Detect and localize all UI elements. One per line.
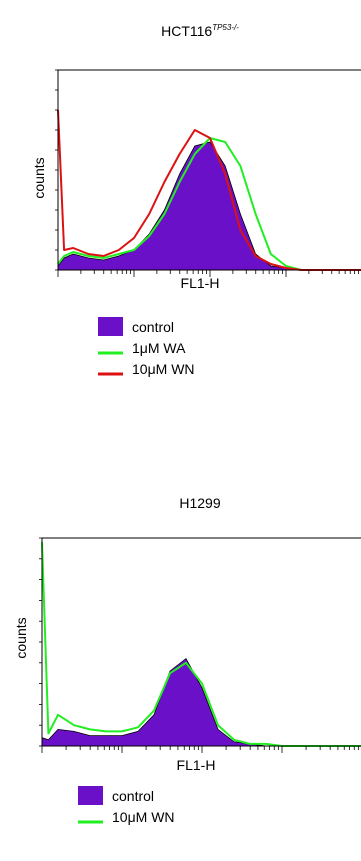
y-axis-label: counts bbox=[13, 617, 29, 658]
panel-h1299: H1299 counts FL1-H control 10μM WN bbox=[13, 495, 361, 825]
plot-area bbox=[57, 109, 361, 271]
chart-title: H1299 bbox=[179, 495, 220, 511]
legend: control 1μM WA 10μM WN bbox=[98, 317, 195, 377]
legend-item: 10μM WN bbox=[98, 361, 195, 377]
chart-title: HCT116TP53-/- bbox=[161, 23, 239, 39]
legend-label: 10μM WN bbox=[132, 361, 195, 377]
legend-label: 10μM WN bbox=[112, 809, 175, 825]
x-axis-label: FL1-H bbox=[177, 757, 216, 773]
legend-label: 1μM WA bbox=[132, 340, 186, 356]
legend-swatch bbox=[98, 317, 123, 336]
legend: control 10μM WN bbox=[78, 786, 175, 825]
x-axis-label: FL1-H bbox=[181, 275, 220, 291]
legend-item: control bbox=[98, 317, 174, 336]
series-control bbox=[41, 657, 361, 747]
legend-label: control bbox=[132, 319, 174, 335]
series-control bbox=[57, 141, 361, 271]
legend-item: control bbox=[78, 786, 154, 805]
plot-area bbox=[41, 542, 361, 747]
legend-item: 10μM WN bbox=[78, 809, 175, 825]
legend-label: control bbox=[112, 788, 154, 804]
legend-swatch bbox=[78, 786, 103, 805]
panel-hct116: HCT116TP53-/- counts FL1-H control 1μM WA… bbox=[31, 23, 361, 377]
y-axis-label: counts bbox=[31, 157, 47, 198]
legend-item: 1μM WA bbox=[98, 340, 186, 356]
